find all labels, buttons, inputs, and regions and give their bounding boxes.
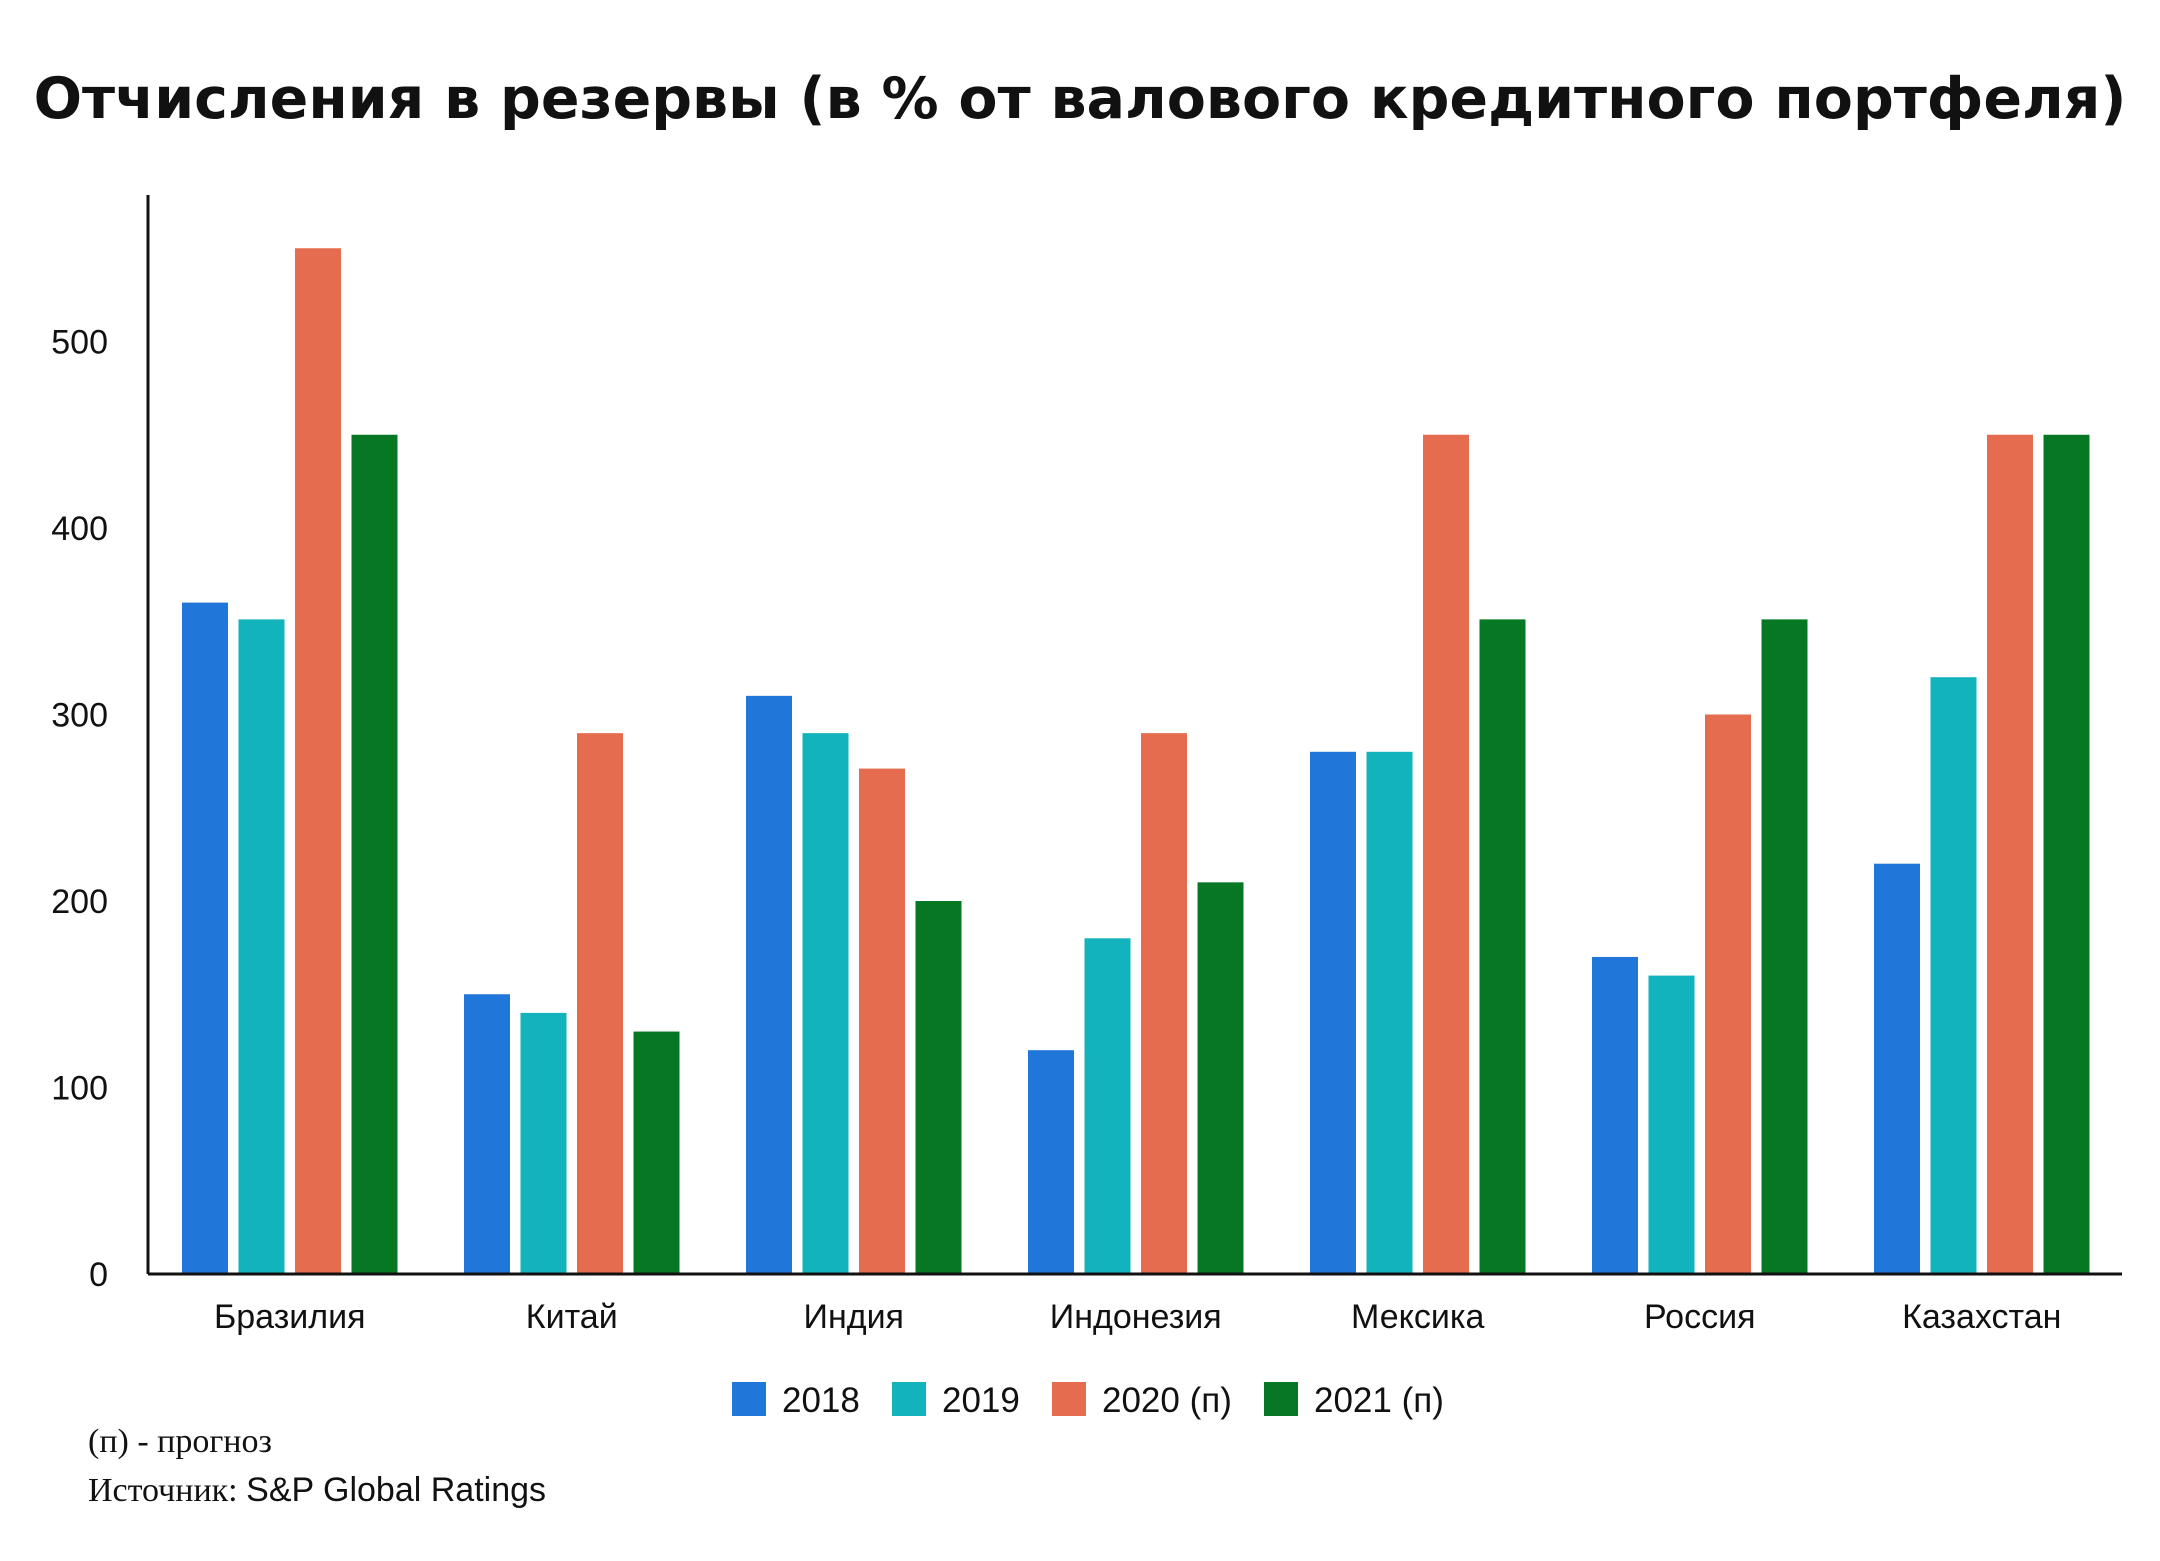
source-line: Источник: S&P Global Ratings — [88, 1466, 546, 1515]
bar — [182, 602, 228, 1274]
bar — [238, 619, 285, 1274]
chart-title: Отчисления в резервы (в % от валового кр… — [33, 66, 2127, 132]
bar — [1930, 677, 1977, 1274]
bar — [1761, 619, 1808, 1274]
bar — [746, 695, 792, 1274]
legend-swatch — [1264, 1382, 1298, 1416]
bar — [1705, 714, 1751, 1274]
category-label: Индонезия — [1050, 1298, 1222, 1336]
legend-label: 2020 (п) — [1102, 1381, 1232, 1420]
legend: 2018 2019 2020 (п) 2021 (п) — [732, 1381, 1444, 1420]
bar — [577, 733, 623, 1274]
y-tick-label: 0 — [89, 1256, 108, 1294]
bar — [859, 768, 905, 1274]
bar — [2043, 434, 2090, 1274]
legend-swatch — [1052, 1382, 1086, 1416]
y-tick-label: 500 — [51, 324, 108, 362]
bar — [520, 1012, 567, 1274]
legend-label: 2021 (п) — [1314, 1381, 1444, 1420]
category-label: Бразилия — [214, 1298, 366, 1336]
source-name: S&P Global Ratings — [246, 1471, 547, 1509]
legend-swatch — [892, 1382, 926, 1416]
bar — [295, 248, 341, 1274]
category-label: Китай — [526, 1298, 618, 1336]
x-axis-categories: Бразилия Китай Индия Индонезия Мексика Россия… — [214, 1298, 2061, 1336]
bar — [802, 733, 849, 1274]
legend-label: 2019 — [942, 1381, 1020, 1420]
source-label: Источник: — [88, 1472, 247, 1509]
legend-label: 2018 — [782, 1381, 860, 1420]
bar — [1592, 956, 1638, 1274]
footnote: (п) - прогноз Источник: S&P Global Ratin… — [88, 1418, 546, 1515]
y-tick-label: 100 — [51, 1070, 108, 1108]
bar — [1987, 434, 2033, 1274]
category-label: Мексика — [1351, 1298, 1484, 1336]
bar — [351, 434, 398, 1274]
category-label: Индия — [804, 1298, 904, 1336]
bar — [1648, 975, 1695, 1274]
y-tick-label: 400 — [51, 510, 108, 548]
bar — [1197, 882, 1244, 1274]
bar — [915, 901, 962, 1274]
category-label: Казахстан — [1902, 1298, 2061, 1336]
bar — [1366, 751, 1413, 1274]
bar — [1141, 733, 1187, 1274]
bar — [1423, 434, 1469, 1274]
bar — [1310, 751, 1356, 1274]
bar — [1874, 863, 1920, 1274]
y-tick-label: 300 — [51, 697, 108, 735]
bar — [464, 994, 510, 1274]
y-axis-ticks: 0 100 200 300 400 500 — [51, 324, 108, 1295]
legend-swatch — [732, 1382, 766, 1416]
bars — [182, 248, 2090, 1274]
bar — [1028, 1050, 1074, 1274]
y-tick-label: 200 — [51, 883, 108, 921]
forecast-note: (п) - прогноз — [88, 1423, 272, 1460]
category-label: Россия — [1644, 1298, 1756, 1336]
bar — [1479, 619, 1526, 1274]
bar — [1084, 938, 1131, 1274]
bar — [633, 1031, 680, 1274]
